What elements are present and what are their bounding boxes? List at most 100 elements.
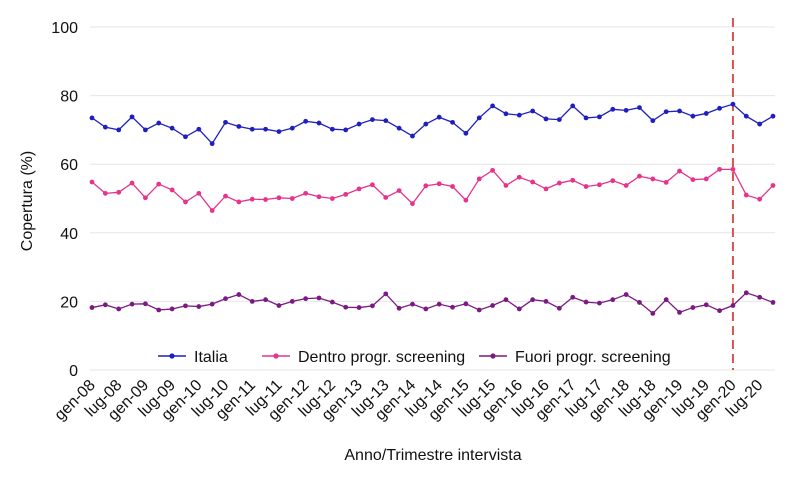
data-point (463, 197, 469, 203)
data-point (249, 126, 255, 132)
data-point (129, 301, 135, 307)
data-point (370, 117, 375, 123)
data-point (610, 178, 616, 184)
data-point (543, 299, 549, 304)
data-point (690, 305, 696, 310)
data-point (303, 296, 309, 302)
data-point (717, 308, 722, 314)
data-point (102, 124, 108, 130)
data-point (770, 300, 776, 305)
data-point (156, 120, 162, 126)
data-point (263, 297, 268, 303)
data-point (530, 297, 536, 303)
series-group (89, 101, 776, 316)
data-point (116, 127, 122, 133)
legend-item-1: Italia (158, 349, 228, 366)
y-tick-label-60: 60 (60, 157, 78, 174)
data-point (637, 173, 642, 179)
data-point (690, 177, 696, 183)
data-point (450, 184, 455, 189)
data-point (236, 292, 242, 297)
data-point (556, 180, 562, 186)
data-point (329, 299, 335, 305)
data-point (717, 166, 722, 172)
data-point (316, 120, 322, 126)
data-point (169, 187, 175, 193)
x-axis: gen-08lug-08gen-09lug-09gen-10lug-10gen-… (52, 377, 767, 424)
data-point (129, 114, 135, 120)
data-point (436, 181, 442, 187)
y-axis: 0 20 40 60 80 100 (51, 20, 78, 380)
data-point (730, 166, 736, 172)
data-point (490, 303, 495, 308)
data-point (743, 113, 749, 119)
y-tick-label-20: 20 (60, 294, 78, 311)
data-point (196, 304, 202, 309)
series-line-1 (91, 103, 774, 145)
data-point (383, 118, 389, 124)
data-point (650, 118, 656, 124)
y-axis-title: Copertura (%) (19, 151, 36, 251)
data-point (503, 111, 509, 117)
data-point (637, 300, 642, 305)
data-point (329, 126, 335, 132)
legend-swatch-marker (169, 353, 175, 359)
legend-label: Fuori progr. screening (515, 349, 671, 366)
data-point (370, 182, 375, 188)
data-point (396, 188, 402, 194)
data-point (236, 124, 242, 129)
data-point (597, 182, 602, 188)
data-point (757, 121, 763, 127)
data-point (143, 127, 148, 133)
data-point (770, 113, 776, 119)
data-point (570, 103, 576, 109)
data-point (463, 130, 469, 136)
data-point (263, 126, 268, 132)
data-point (410, 133, 415, 139)
data-point (143, 301, 148, 307)
data-point (102, 302, 108, 308)
data-point (490, 167, 495, 173)
legend-item-2: Dentro progr. screening (262, 349, 465, 366)
data-point (450, 304, 455, 310)
data-point (677, 108, 682, 114)
data-point (516, 306, 522, 312)
data-point (410, 301, 415, 307)
data-point (516, 112, 522, 118)
data-point (610, 106, 616, 112)
data-point (356, 121, 362, 127)
data-point (650, 176, 656, 182)
data-point (770, 183, 776, 188)
data-point (543, 186, 549, 192)
data-point (156, 307, 162, 313)
data-point (209, 301, 215, 307)
series-2 (89, 166, 776, 213)
data-point (396, 305, 402, 311)
data-point (289, 125, 295, 131)
y-tick-label-100: 100 (51, 20, 78, 37)
data-point (116, 189, 122, 195)
data-point (129, 180, 135, 186)
data-point (356, 186, 362, 192)
data-point (516, 174, 522, 180)
series-line-2 (91, 168, 774, 212)
data-point (169, 125, 175, 131)
data-point (677, 168, 682, 174)
data-point (663, 109, 669, 115)
data-point (757, 294, 763, 300)
data-point (276, 303, 282, 308)
data-point (209, 141, 215, 147)
data-point (223, 193, 228, 199)
data-point (730, 303, 736, 308)
data-point (183, 199, 188, 205)
data-point (89, 115, 95, 121)
series-line-3 (91, 292, 774, 315)
data-point (196, 190, 202, 196)
data-point (183, 134, 188, 140)
data-point (223, 296, 228, 302)
y-tick-label-40: 40 (60, 226, 78, 243)
data-point (423, 306, 429, 312)
data-point (196, 126, 202, 132)
data-point (276, 129, 282, 135)
